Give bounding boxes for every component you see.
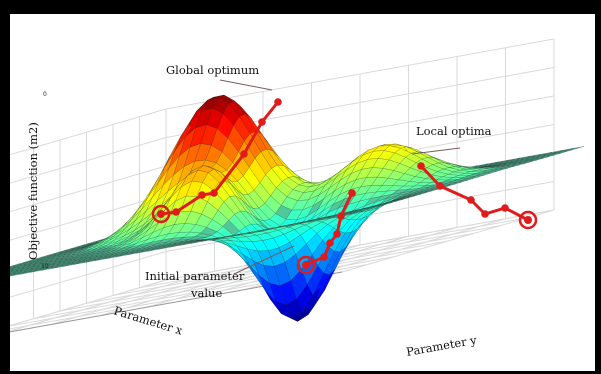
surface-cell [10, 268, 15, 271]
path-step-marker [274, 98, 282, 106]
path-step-marker [436, 182, 444, 190]
x-axis-label: Parameter x [112, 303, 185, 337]
box-grid-line [59, 240, 449, 312]
initial-parameter-label-2: value [190, 286, 222, 300]
surface-cell [10, 270, 14, 272]
initial-value-marker [524, 216, 532, 224]
local-optima-label: Local optima [416, 124, 492, 138]
path-step-marker [210, 189, 218, 197]
surface-plot: Objective function (m2) 0 10 Parameter x… [10, 38, 585, 359]
path-step-marker [172, 208, 180, 216]
optimization-paths [151, 98, 538, 275]
path-step-marker [337, 212, 345, 220]
y-axis-label: Parameter y [405, 333, 478, 359]
surface-cell [10, 274, 16, 277]
initial-value-ring [518, 210, 538, 230]
plot-panel: Objective function (m2) 0 10 Parameter x… [10, 14, 595, 371]
box-grid-line [341, 209, 555, 273]
initial-callout-line [233, 245, 295, 275]
path-step-marker [417, 162, 425, 170]
initial-value-marker [157, 210, 165, 218]
path-step-marker [501, 204, 509, 212]
z-tick-bottom: 10 [41, 263, 49, 270]
surface-cell [10, 273, 12, 274]
path-to-local-2 [419, 164, 529, 222]
z-axis-label: Objective function (m2) [26, 122, 40, 260]
initial-value-marker [302, 261, 310, 269]
surface-cell [10, 271, 13, 273]
initial-value-ring [296, 255, 316, 275]
path-step-marker [348, 189, 356, 197]
path-step-marker [481, 210, 489, 218]
global-callout-line [219, 79, 273, 91]
global-optimum-label: Global optimum [166, 63, 259, 77]
path-step-marker [320, 253, 328, 261]
initial-parameter-label: Initial parameter [145, 269, 245, 283]
initial-value-ring [151, 204, 171, 224]
objective-surface [10, 94, 585, 322]
z-tick-top: 0 [43, 91, 47, 98]
box-grid-line [33, 248, 422, 320]
local-callout-line [411, 147, 461, 155]
path-step-marker [240, 150, 248, 158]
surface-cell [10, 267, 16, 270]
path-step-marker [333, 230, 341, 238]
path-step-marker [326, 239, 334, 247]
path-step-marker [198, 191, 206, 199]
path-step-marker [467, 196, 475, 204]
path-step-marker [258, 118, 266, 126]
surface-cell [10, 267, 11, 268]
callout-lines [219, 79, 461, 275]
